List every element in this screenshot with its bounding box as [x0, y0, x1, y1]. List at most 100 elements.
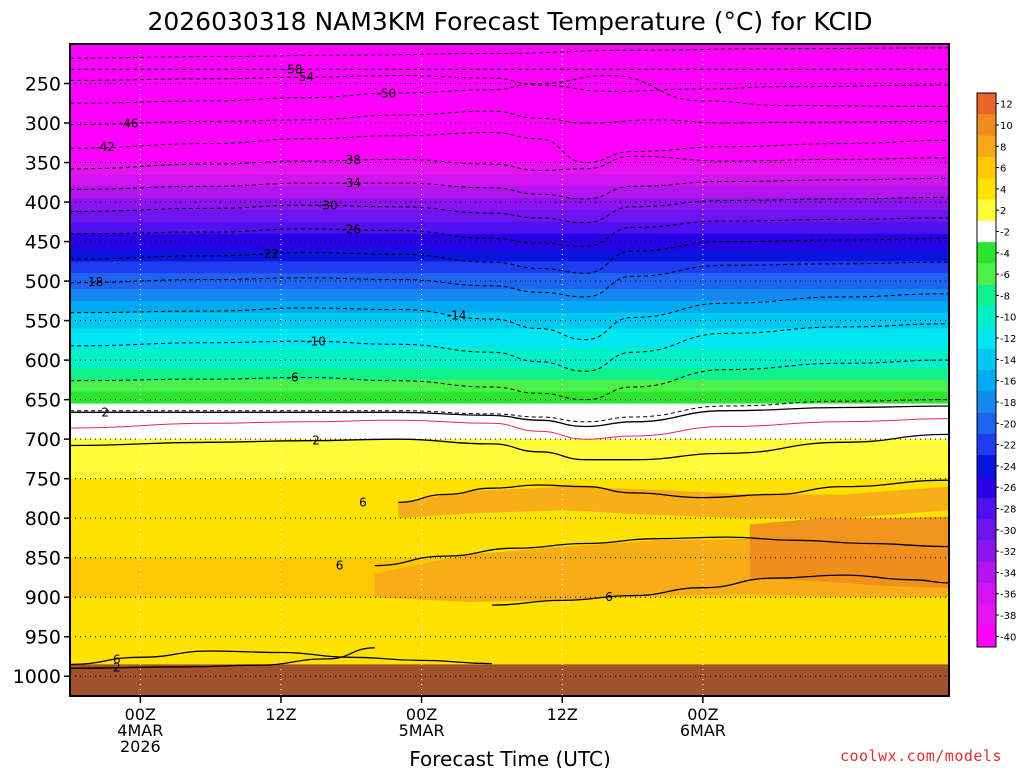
contour-label: -22: [259, 247, 279, 261]
contour-label: 6: [113, 653, 121, 667]
field-band: [70, 190, 949, 195]
field-band: [70, 126, 949, 132]
contour-line: [70, 110, 949, 126]
field-band: [70, 379, 949, 385]
field-band: [70, 288, 949, 294]
colorbar-label: -12: [1000, 334, 1016, 345]
field-band: [70, 537, 949, 543]
plot-frame: [69, 43, 950, 697]
contour-label: -6: [287, 371, 299, 385]
contour-line: [70, 323, 949, 372]
x-tick-label: 12Z: [265, 705, 296, 724]
colorbar-cell: [977, 391, 996, 414]
field-band: [70, 533, 949, 539]
field-band: [70, 296, 949, 302]
field-band: [70, 660, 949, 665]
colorbar-label: -14: [1000, 355, 1016, 366]
contour-line: [398, 479, 949, 504]
contour-line: [70, 359, 949, 401]
field-band: [70, 344, 949, 349]
colorbar-label: 12: [1000, 100, 1013, 111]
field-band: [70, 202, 949, 207]
colorbar-label: -24: [1000, 462, 1016, 473]
field-band: [70, 170, 949, 175]
field-band: [70, 609, 949, 614]
chart-title: 2026030318 NAM3KM Forecast Temperature (…: [147, 7, 872, 36]
field-band: [70, 616, 949, 622]
field-band: [70, 174, 949, 179]
colorbar-label: -36: [1000, 590, 1016, 601]
field-band: [70, 522, 949, 527]
field-band: [70, 601, 949, 606]
field-band: [70, 336, 949, 341]
field-band: [70, 87, 949, 93]
colorbar-label: -2: [1000, 228, 1010, 239]
field-band: [70, 407, 949, 413]
y-tick-label: 250: [25, 74, 61, 96]
colorbar-label: -8: [1000, 291, 1010, 302]
field-band: [70, 383, 949, 389]
field-band: [70, 162, 949, 168]
field-band: [70, 194, 949, 199]
field-band: [70, 439, 949, 444]
field-band: [70, 403, 949, 409]
field-band: [70, 624, 949, 630]
field-band: [70, 482, 949, 488]
field-band: [70, 391, 949, 397]
contour-label: -58: [48, 51, 68, 65]
field-band: [70, 312, 949, 318]
field-band: [70, 340, 949, 345]
contour-label: -58: [283, 62, 303, 76]
colorbar-cell: [977, 306, 996, 328]
colorbar-label: -38: [1000, 611, 1016, 622]
contour-label: 2: [312, 434, 320, 448]
field-band: [70, 111, 949, 116]
x-tick-label: 00Z: [125, 705, 156, 724]
field-band: [70, 427, 949, 432]
field-band: [70, 166, 949, 172]
y-tick-label: 850: [25, 548, 61, 570]
contour-line: [70, 196, 949, 224]
field-band: [70, 640, 949, 646]
colorbar-cell: [977, 284, 996, 307]
field-band: [70, 47, 949, 53]
field-band: [70, 209, 949, 215]
field-band: [70, 356, 949, 361]
contour-label: -50: [377, 87, 397, 101]
field-band: [70, 352, 949, 357]
colorbar-cell: [977, 540, 996, 563]
field-band: [70, 435, 949, 440]
contour-line: [70, 47, 949, 59]
field-band: [70, 178, 949, 183]
colorbar-cell: [977, 519, 996, 541]
field-band: [70, 332, 949, 338]
contour-label: 6: [359, 495, 367, 509]
y-tick-label: 1000: [13, 666, 61, 688]
contour-line: [70, 237, 949, 274]
colorbar-cell: [977, 625, 996, 648]
contour-label: 6: [605, 590, 613, 604]
field-band: [70, 652, 949, 658]
colorbar-cell: [977, 561, 996, 584]
field-band: [70, 261, 949, 266]
x-tick-label: 5MAR: [399, 721, 445, 740]
field-band: [70, 320, 949, 326]
field-band: [70, 431, 949, 436]
field-band: [70, 186, 949, 191]
colorbar-label: -28: [1000, 505, 1016, 516]
colorbar-label: -26: [1000, 483, 1016, 494]
field-band: [70, 95, 949, 100]
field-band: [70, 281, 949, 286]
field-band: [70, 348, 949, 353]
field-band: [70, 328, 949, 334]
y-axis: 250 300 350 400 450 500 550 600 650 700 750 800 850 9…: [13, 74, 70, 688]
field-band: [70, 510, 949, 515]
colorbar-label: -30: [1000, 526, 1016, 537]
colorbar-cell: [977, 199, 996, 222]
field-band: [70, 63, 949, 69]
colorbar-cell: [977, 135, 996, 158]
contour-label: 2: [101, 405, 109, 419]
field-band: [70, 632, 949, 638]
field-band: [70, 628, 949, 634]
colorbar-cell: [977, 156, 996, 179]
